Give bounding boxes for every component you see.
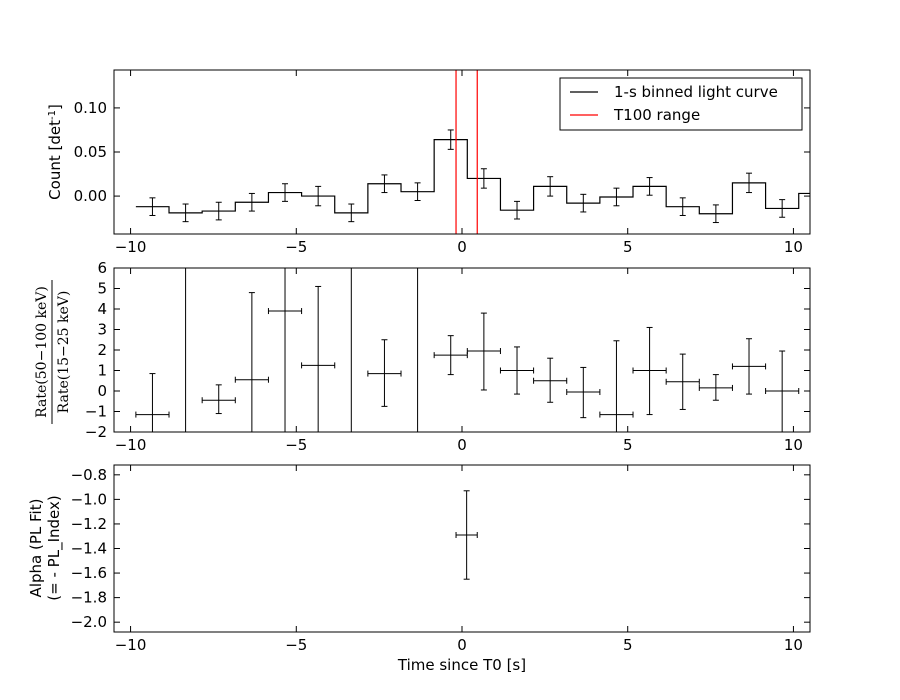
light-curve-ytick-label: 0.05 (74, 143, 107, 161)
alpha-ytick-label: −0.8 (71, 466, 107, 484)
legend-label-t100: T100 range (613, 106, 700, 124)
hardness-ratio-xtick-label: −5 (285, 436, 307, 454)
light-curve-xtick-label: 10 (784, 238, 803, 256)
alpha-xtick-label: −5 (285, 636, 307, 654)
light-curve-xtick-label: −5 (285, 238, 307, 256)
alpha-ytick-label: −1.8 (71, 589, 107, 607)
light-curve-ytick-label: 0.00 (74, 187, 107, 205)
alpha-ytick-label: −1.0 (71, 490, 107, 508)
x-axis-label: Time since T0 [s] (397, 656, 526, 674)
legend-box (559, 77, 803, 131)
light-curve-frame (113, 69, 811, 235)
hardness-ratio-xtick-label: 10 (784, 436, 803, 454)
hardness-ratio-ylabel-denominator: Rate(15−25 keV) (56, 291, 72, 414)
alpha-points (455, 490, 478, 580)
hardness-ratio-ylabel: Rate(50−100 keV) Rate(15−25 keV) (34, 280, 72, 424)
alpha-panel: −10 −5 0 5 10 −2.0 −1.8 −1.6 −1.4 −1.2 −1.0 −0.8 Al… (27, 464, 811, 674)
light-curve-xtick-label: 0 (457, 238, 467, 256)
legend: 1-s binned light curve T100 range (559, 77, 803, 131)
light-curve-ylabel: Count [det-1] (46, 104, 64, 200)
light-curve-panel: −10 −5 0 5 10 0.00 0.05 0.10 1-s binned light c… (46, 69, 811, 256)
light-curve-series (135, 129, 810, 224)
alpha-frame (113, 464, 811, 633)
light-curve-ticks: −10 −5 0 5 10 0.00 0.05 0.10 (74, 70, 810, 256)
hardness-ratio-frame (113, 267, 811, 433)
hardness-ratio-xtick-label: 0 (457, 436, 467, 454)
t100-range-lines (455, 70, 478, 234)
hardness-ratio-ytick-label: 1 (97, 362, 107, 380)
alpha-xtick-label: 0 (457, 636, 467, 654)
hardness-ratio-ytick-label: 0 (97, 382, 107, 400)
alpha-ytick-label: −2.0 (71, 613, 107, 631)
alpha-ytick-label: −1.2 (71, 515, 107, 533)
hardness-ratio-ytick-label: 6 (97, 259, 107, 277)
light-curve-ytick-label: 0.10 (74, 99, 107, 117)
hardness-ratio-ytick-label: 3 (97, 321, 107, 339)
light-curve-xtick-label: 5 (623, 238, 633, 256)
hardness-ratio-ytick-label: 5 (97, 280, 107, 298)
alpha-ylabel-line2: (= - PL_Index) (45, 495, 64, 600)
hardness-ratio-ytick-label: −1 (85, 403, 107, 421)
alpha-ticks: −10 −5 0 5 10 −2.0 −1.8 −1.6 −1.4 −1.2 −1.0 −0.8 (71, 465, 810, 654)
alpha-xtick-label: −10 (115, 636, 147, 654)
hardness-ratio-xtick-label: −10 (115, 436, 147, 454)
alpha-xtick-label: 10 (784, 636, 803, 654)
hardness-ratio-ylabel-numerator: Rate(50−100 keV) (34, 286, 50, 418)
legend-label-light-curve: 1-s binned light curve (614, 83, 778, 101)
light-curve-step-line (135, 139, 810, 215)
hardness-ratio-points (135, 268, 800, 432)
light-curve-xtick-label: −10 (115, 238, 147, 256)
hardness-ratio-ytick-label: 2 (97, 341, 107, 359)
hardness-ratio-ytick-label: −2 (85, 423, 107, 441)
hardness-ratio-ytick-label: 4 (97, 300, 107, 318)
alpha-ylabel-line1: Alpha (PL Fit) (27, 499, 45, 598)
alpha-ytick-label: −1.4 (71, 540, 107, 558)
hardness-ratio-xtick-label: 5 (623, 436, 633, 454)
alpha-ytick-label: −1.6 (71, 564, 107, 582)
alpha-xtick-label: 5 (623, 636, 633, 654)
